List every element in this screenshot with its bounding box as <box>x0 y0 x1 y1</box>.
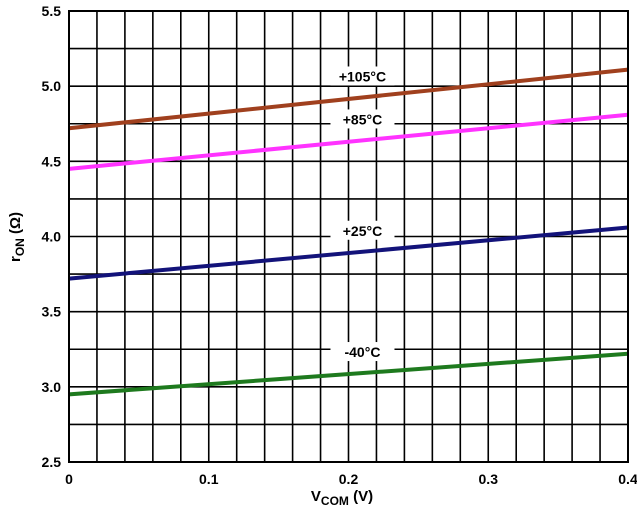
series-label-text: +85°C <box>343 111 382 127</box>
series-label: -40°C <box>330 342 395 362</box>
y-tick-label: 3.0 <box>42 379 62 395</box>
y-tick-label: 5.5 <box>42 3 62 19</box>
y-tick-label: 3.5 <box>42 304 62 320</box>
series-line <box>68 67 629 131</box>
series-label-background <box>330 220 395 240</box>
x-tick-label: 0.2 <box>339 471 359 487</box>
y-tick-label: 2.5 <box>42 454 62 470</box>
x-tick-labels: 0 0.1 0.2 0.3 0.4 <box>65 471 637 487</box>
series-label-background <box>330 109 395 129</box>
x-axis-title: VCOM (V) <box>311 488 373 508</box>
y-tick-label: 4.0 <box>42 229 62 245</box>
y-axis-title: rON (Ω) <box>7 212 27 262</box>
x-tick-label: 0.1 <box>199 471 219 487</box>
series-line <box>68 112 629 171</box>
series-line <box>68 225 629 281</box>
series-label: +85°C <box>330 109 395 129</box>
series-label-background <box>330 342 395 362</box>
x-tick-label: 0.3 <box>479 471 499 487</box>
series-label-text: +105°C <box>339 68 386 84</box>
y-tick-label: 4.5 <box>42 153 62 169</box>
x-tick-label: 0 <box>65 471 73 487</box>
series-label: +105°C <box>330 66 395 86</box>
series-label-background <box>330 66 395 86</box>
plot-frame <box>68 10 629 463</box>
series-label: +25°C <box>330 220 395 240</box>
series-label-text: -40°C <box>344 344 380 360</box>
series-label-text: +25°C <box>343 223 382 239</box>
series-labels: +105°C +85°C +25°C -40°C <box>330 66 395 362</box>
series-line <box>68 351 629 397</box>
y-tick-label: 5.0 <box>42 78 62 94</box>
y-tick-labels: 2.5 3.0 3.5 4.0 4.5 5.0 5.5 <box>42 3 62 470</box>
series-layer <box>68 67 629 397</box>
x-tick-label: 0.4 <box>618 471 637 487</box>
